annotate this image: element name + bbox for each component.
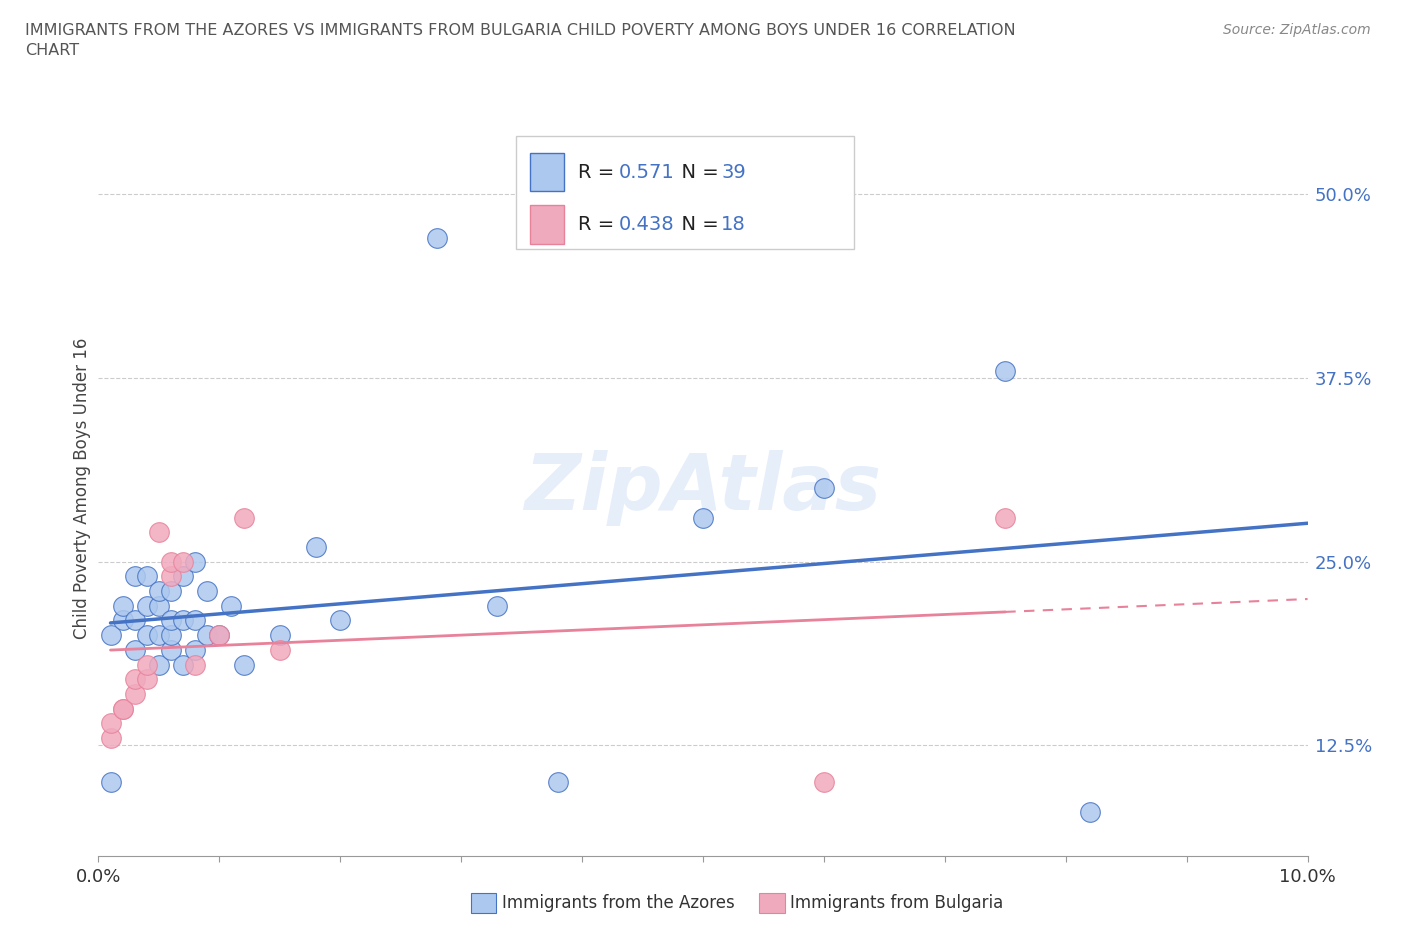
Point — [329, 613, 352, 628]
Point — [195, 628, 218, 643]
Text: R =: R = — [578, 163, 621, 181]
Point — [269, 643, 291, 658]
Text: 0.438: 0.438 — [619, 215, 673, 234]
Point — [195, 584, 218, 599]
Point — [148, 598, 170, 613]
Point — [184, 643, 207, 658]
Text: ZipAtlas: ZipAtlas — [524, 450, 882, 526]
Point — [135, 671, 157, 686]
Point — [160, 554, 183, 569]
Point — [111, 613, 134, 628]
Y-axis label: Child Poverty Among Boys Under 16: Child Poverty Among Boys Under 16 — [73, 338, 91, 639]
Point — [1078, 804, 1101, 819]
Text: 0.571: 0.571 — [619, 163, 673, 181]
Point — [124, 569, 146, 584]
Point — [100, 775, 122, 790]
Point — [172, 613, 194, 628]
Point — [135, 598, 157, 613]
Point — [813, 481, 835, 496]
Point — [111, 701, 134, 716]
Point — [160, 584, 183, 599]
Point — [148, 525, 170, 539]
Text: N =: N = — [669, 215, 725, 234]
Point — [692, 511, 714, 525]
Point — [172, 569, 194, 584]
Point — [135, 628, 157, 643]
Text: Immigrants from the Azores: Immigrants from the Azores — [502, 894, 735, 912]
Point — [426, 231, 449, 246]
Point — [208, 628, 231, 643]
Bar — [530, 206, 564, 244]
Point — [148, 628, 170, 643]
Point — [124, 671, 146, 686]
Point — [100, 716, 122, 731]
Point — [305, 539, 328, 554]
Point — [148, 584, 170, 599]
Point — [994, 364, 1017, 379]
Point — [124, 686, 146, 701]
Point — [160, 569, 183, 584]
Point — [111, 598, 134, 613]
Point — [160, 628, 183, 643]
Point — [547, 775, 569, 790]
Text: 18: 18 — [721, 215, 747, 234]
Point — [994, 511, 1017, 525]
Text: 39: 39 — [721, 163, 747, 181]
Point — [148, 658, 170, 672]
Point — [172, 658, 194, 672]
Point — [813, 775, 835, 790]
Point — [232, 511, 254, 525]
Point — [111, 701, 134, 716]
Point — [124, 613, 146, 628]
Text: R =: R = — [578, 215, 621, 234]
Point — [486, 598, 509, 613]
Point — [135, 658, 157, 672]
Text: IMMIGRANTS FROM THE AZORES VS IMMIGRANTS FROM BULGARIA CHILD POVERTY AMONG BOYS : IMMIGRANTS FROM THE AZORES VS IMMIGRANTS… — [25, 23, 1017, 58]
Point — [184, 554, 207, 569]
Point — [184, 613, 207, 628]
Point — [232, 658, 254, 672]
Point — [160, 613, 183, 628]
Point — [184, 658, 207, 672]
Point — [221, 598, 243, 613]
FancyBboxPatch shape — [516, 136, 855, 249]
Point — [100, 731, 122, 746]
Point — [208, 628, 231, 643]
Bar — [530, 153, 564, 192]
Point — [172, 554, 194, 569]
Point — [269, 628, 291, 643]
Text: Source: ZipAtlas.com: Source: ZipAtlas.com — [1223, 23, 1371, 37]
Point — [135, 569, 157, 584]
Point — [124, 643, 146, 658]
Point — [100, 628, 122, 643]
Text: Immigrants from Bulgaria: Immigrants from Bulgaria — [790, 894, 1004, 912]
Point — [160, 643, 183, 658]
Text: N =: N = — [669, 163, 725, 181]
